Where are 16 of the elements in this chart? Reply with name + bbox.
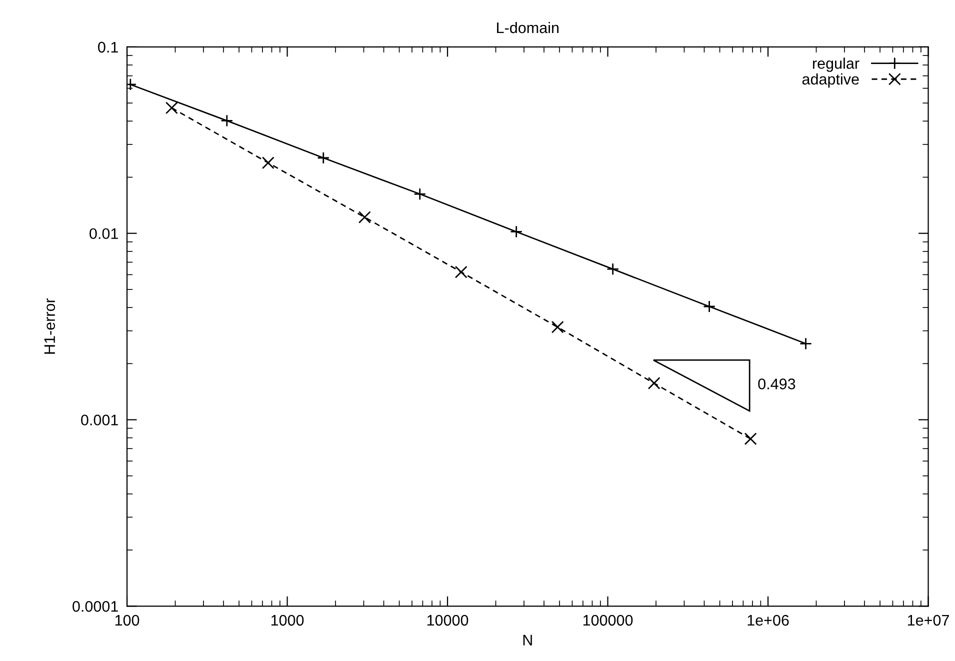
y-axis-title: H1-error — [44, 298, 56, 354]
legend-label: regular — [812, 58, 860, 72]
y-tick-label: 0.1 — [98, 42, 118, 53]
x-tick-label: 10000 — [427, 614, 468, 626]
y-tick-label: 0.01 — [90, 228, 118, 240]
chart-title: L-domain — [497, 22, 558, 34]
annotation: 0.493 — [758, 378, 796, 390]
x-tick-label: 100000 — [583, 614, 633, 626]
x-tick-label: 100 — [115, 614, 140, 626]
x-tick-label: 1000 — [271, 614, 304, 626]
x-tick-label: 1e+07 — [908, 614, 949, 626]
y-tick-label: 0.0001 — [72, 601, 118, 612]
x-axis-title: N — [523, 634, 532, 646]
legend-label: adaptive — [802, 73, 859, 88]
y-tick-label: 0.001 — [81, 414, 118, 426]
x-tick-label: 1e+06 — [748, 614, 789, 626]
